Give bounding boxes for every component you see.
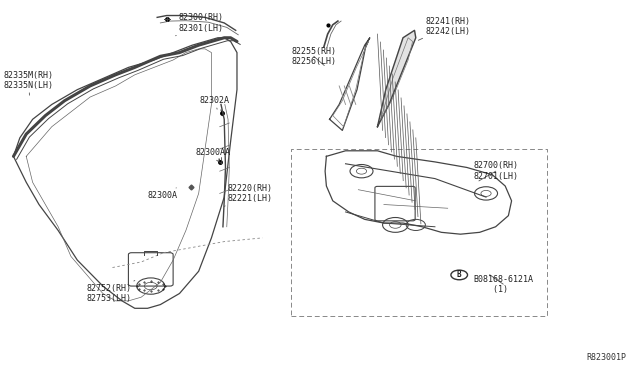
Text: 82335M(RH)
82335N(LH): 82335M(RH) 82335N(LH) [4,71,54,95]
Text: 82255(RH)
82256(LH): 82255(RH) 82256(LH) [291,46,336,66]
Text: 82300(RH)
82301(LH): 82300(RH) 82301(LH) [175,13,223,36]
Text: B: B [457,270,461,279]
Text: B08168-6121A
    (1): B08168-6121A (1) [473,275,533,294]
Text: 82300A: 82300A [148,188,177,200]
Circle shape [451,270,467,280]
Text: 82752(RH)
82753(LH): 82752(RH) 82753(LH) [87,280,135,303]
Text: 82241(RH)
82242(LH): 82241(RH) 82242(LH) [419,17,470,40]
Text: 82302A: 82302A [200,96,230,109]
Polygon shape [378,31,416,127]
Text: 82700(RH)
82701(LH): 82700(RH) 82701(LH) [473,161,518,181]
Text: R823001P: R823001P [586,353,627,362]
Text: 82220(RH)
82221(LH): 82220(RH) 82221(LH) [224,184,273,206]
Text: 82300AA: 82300AA [195,148,230,161]
